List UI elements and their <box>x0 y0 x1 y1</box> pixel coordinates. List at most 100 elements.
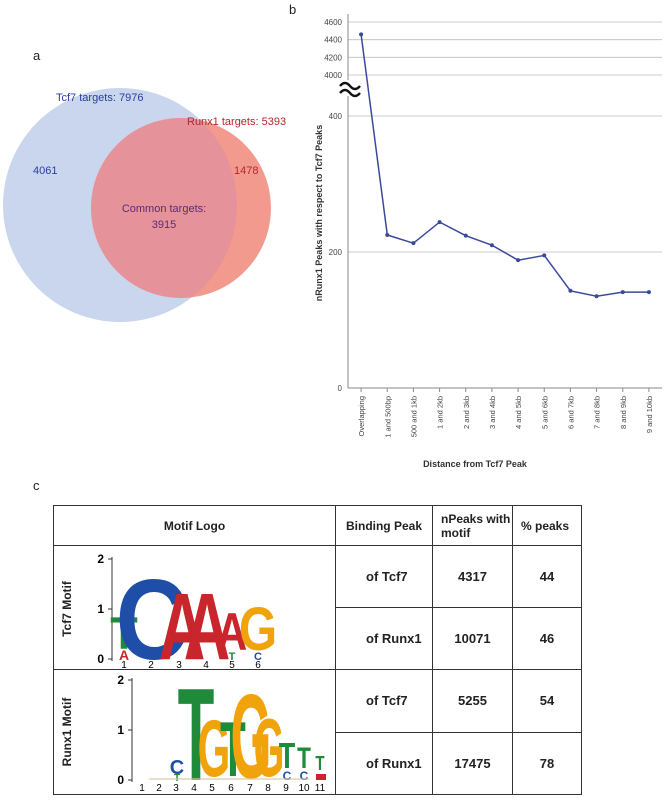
panel-label-c: c <box>33 478 40 493</box>
runx1-logo-ytick-1: 1 <box>117 723 124 737</box>
data-point <box>437 220 442 225</box>
y-tick-label: 4600 <box>324 18 342 27</box>
y-tick-label: 400 <box>329 112 343 121</box>
x-tick-label: 7 and 8kb <box>593 396 602 429</box>
tcf7-logo-letter: C <box>116 555 189 669</box>
data-point <box>568 288 573 293</box>
table-header-row: Motif Logo Binding Peak nPeaks with moti… <box>53 505 582 546</box>
x-tick-label: 5 and 6kb <box>540 396 549 429</box>
x-tick-label: Overlapping <box>357 396 366 436</box>
row-pct: 44 <box>512 545 582 608</box>
data-point <box>516 258 521 263</box>
y-tick-label: 4000 <box>324 71 342 80</box>
x-tick-label: 4 and 5kb <box>514 396 523 429</box>
tcf7-logo-letter: A <box>119 647 129 663</box>
tcf7-logo-letter: T <box>110 608 138 659</box>
x-tick-label: 8 and 9kb <box>619 396 628 429</box>
row-npeaks: 5255 <box>432 669 513 733</box>
axis-break-icon <box>338 80 362 98</box>
x-tick-label: 1 and 2kb <box>436 396 445 429</box>
runx1-logo-letter: T <box>297 741 311 775</box>
table-row: of Runx1 10071 46 <box>54 607 582 670</box>
runx1-motif-logo: Runx1 Motif 2 1 0 C T T G T G G T T T <box>60 670 326 794</box>
row-pct: 78 <box>512 731 582 795</box>
runx1-logo-letter: C <box>300 769 309 783</box>
row-binding-peak: of Runx1 <box>335 607 433 670</box>
tcf7-logo-position: 5 <box>229 660 235 669</box>
y-tick-label: 200 <box>329 248 343 257</box>
runx1-logo-letter: T <box>315 752 324 775</box>
tcf7-motif-logo: Tcf7 Motif 2 1 0 T A C A A A T G C 1 <box>60 552 277 669</box>
row-npeaks: 17475 <box>432 731 513 795</box>
venn-tcf7-only: 4061 <box>33 165 57 177</box>
runx1-logo-position: 5 <box>209 783 215 794</box>
tcf7-logo-ytick-1: 1 <box>97 602 104 616</box>
data-point <box>411 241 416 246</box>
data-point <box>385 233 390 237</box>
runx1-logo-position: 8 <box>265 783 271 794</box>
runx1-logo-letter: C <box>170 757 184 779</box>
runx1-logo-position: 10 <box>298 783 310 794</box>
tcf7-logo-position: 3 <box>176 660 182 669</box>
runx1-logo-position: 4 <box>191 783 197 794</box>
row-binding-peak: of Tcf7 <box>335 669 433 733</box>
tcf7-logo-position: 1 <box>121 660 127 669</box>
runx1-logo-position: 6 <box>228 783 234 794</box>
venn-tcf7-label: Tcf7 targets: 7976 <box>56 92 143 104</box>
tcf7-logo-ytick-2: 2 <box>97 552 104 566</box>
data-point <box>594 294 599 299</box>
data-point <box>463 233 468 238</box>
venn-common-label: Common targets: <box>122 203 206 215</box>
data-point <box>620 290 625 295</box>
row-npeaks: 4317 <box>432 545 513 608</box>
tcf7-logo-letter: A <box>184 574 231 668</box>
runx1-logo-position: 1 <box>139 783 145 794</box>
table-row: of Runx1 17475 78 <box>54 731 582 795</box>
tcf7-motif-row-label: Tcf7 Motif <box>60 580 74 637</box>
runx1-logo-letter: T <box>178 670 215 794</box>
y-tick-label: 4400 <box>324 36 342 45</box>
runx1-logo-position: 3 <box>173 783 179 794</box>
runx1-logo-letter: G <box>230 670 271 794</box>
y-tick-label: 0 <box>338 384 343 393</box>
tcf7-logo-position: 6 <box>255 660 261 669</box>
row-binding-peak: of Runx1 <box>335 731 433 795</box>
x-tick-label: 3 and 4kb <box>488 396 497 429</box>
runx1-logo-letter: T <box>279 735 296 776</box>
header-binding-peak: Binding Peak <box>335 505 433 546</box>
table-row: Tcf7 Motif 2 1 0 T A C A A A T G C 1 <box>53 545 582 670</box>
venn-runx1-only: 1478 <box>234 165 258 177</box>
data-point <box>489 243 494 248</box>
runx1-logo-position: 9 <box>283 783 289 794</box>
row-pct: 46 <box>512 607 582 670</box>
tcf7-logo-position: 4 <box>203 660 209 669</box>
tcf7-logo-letter: T <box>229 651 236 663</box>
runx1-motif-logo-cell: Runx1 Motif 2 1 0 C T T G T G G T T T <box>53 669 336 795</box>
runx1-logo-ytick-0: 0 <box>117 773 124 787</box>
x-tick-label: 1 and 500bp <box>383 396 392 438</box>
tcf7-logo-letter: A <box>217 603 248 661</box>
venn-overlap <box>91 118 237 298</box>
series-line <box>360 34 649 297</box>
data-point <box>646 290 651 295</box>
panel-label-b: b <box>289 2 297 17</box>
row-pct: 54 <box>512 669 582 733</box>
tcf7-logo-position: 2 <box>148 660 154 669</box>
venn-common-value: 3915 <box>152 219 176 231</box>
motif-table: Motif Logo Binding Peak nPeaks with moti… <box>53 505 582 795</box>
header-pct-peaks: % peaks <box>512 505 582 546</box>
tcf7-logo-ytick-0: 0 <box>97 652 104 666</box>
x-axis-label: Distance from Tcf7 Peak <box>423 459 528 469</box>
runx1-logo-position: 11 <box>315 783 326 794</box>
x-tick-label: 500 and 1kb <box>409 396 418 437</box>
y-axis-label: nRunx1 Peaks with respect to Tcf7 Peaks <box>314 125 324 301</box>
panel-label-a: a <box>33 48 41 63</box>
tcf7-logo-letter: C <box>254 651 262 663</box>
row-binding-peak: of Tcf7 <box>335 545 433 608</box>
table-row: Runx1 Motif 2 1 0 C T T G T G G T T T <box>53 669 582 795</box>
venn-diagram: Tcf7 targets: 7976 Runx1 targets: 5393 4… <box>3 88 286 322</box>
tcf7-logo-letter: G <box>239 595 277 663</box>
y-tick-label: 4200 <box>324 53 342 62</box>
header-npeaks: nPeaks with motif <box>432 505 513 546</box>
x-tick-label: 2 and 3kb <box>462 396 471 429</box>
